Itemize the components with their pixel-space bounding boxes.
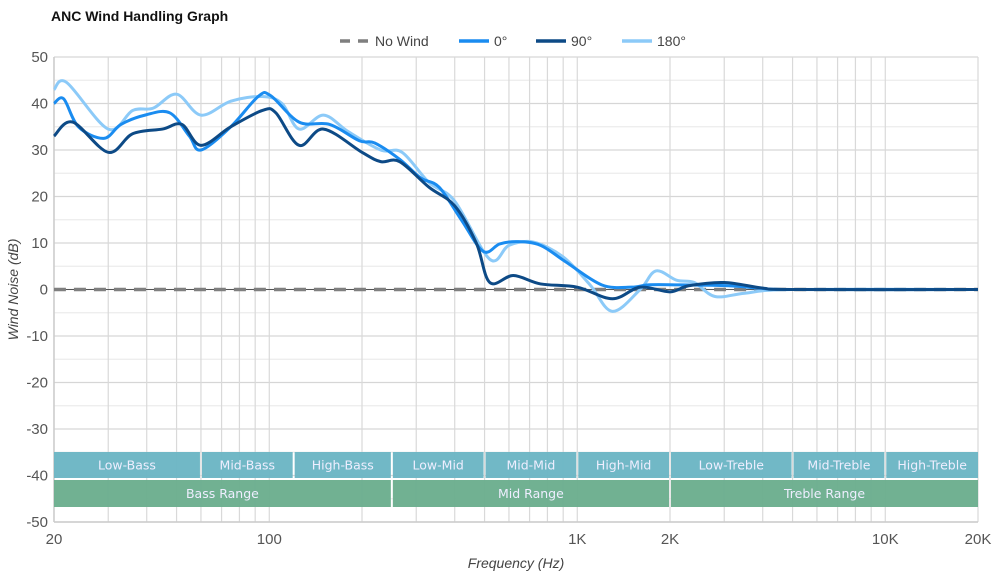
- band-high-treble: [886, 452, 978, 478]
- band-label: Mid-Treble: [807, 458, 870, 473]
- y-tick-label: 0: [40, 282, 48, 299]
- band-label: Mid-Bass: [220, 458, 276, 473]
- x-tick-label: 10K: [872, 531, 899, 548]
- band-label: Low-Treble: [699, 458, 765, 473]
- y-tick-label: 30: [31, 142, 48, 159]
- x-tick-label: 20K: [965, 531, 992, 548]
- y-tick-label: 20: [31, 189, 48, 206]
- band-label: Mid Range: [498, 486, 564, 501]
- series-line-0: [53, 91, 979, 292]
- band-label: Bass Range: [186, 486, 259, 501]
- y-tick-label: 10: [31, 235, 48, 252]
- band-label: Low-Bass: [98, 458, 156, 473]
- y-tick-label: -30: [26, 421, 48, 438]
- band-low-bass: [54, 452, 200, 478]
- y-axis-label: Wind Noise (dB): [5, 239, 21, 341]
- y-tick-label: -10: [26, 328, 48, 345]
- x-tick-label: 20: [46, 531, 63, 548]
- band-low-treble: [671, 452, 792, 478]
- series-line-90: [52, 107, 979, 301]
- y-tick-label: 50: [31, 49, 48, 66]
- band-label: High-Mid: [596, 458, 651, 473]
- y-tick-label: -40: [26, 468, 48, 485]
- x-tick-label: 2K: [661, 531, 679, 548]
- band-label: Mid-Mid: [506, 458, 555, 473]
- band-mid-treble: [793, 452, 885, 478]
- band-mid-mid: [485, 452, 577, 478]
- x-tick-label: 100: [257, 531, 282, 548]
- band-label: High-Bass: [312, 458, 374, 473]
- band-label: Low-Mid: [413, 458, 464, 473]
- band-treble-range: [671, 480, 978, 507]
- y-tick-label: -50: [26, 514, 48, 531]
- series-line-180: [52, 79, 979, 313]
- band-mid-bass: [201, 452, 293, 478]
- x-tick-label: 1K: [568, 531, 586, 548]
- legend-item: No Wind: [375, 33, 429, 49]
- band-high-bass: [294, 452, 391, 478]
- band-bass-range: [54, 480, 391, 507]
- band-label: High-Treble: [897, 458, 967, 473]
- band-low-mid: [392, 452, 484, 478]
- band-high-mid: [578, 452, 669, 478]
- band-mid-range: [392, 480, 669, 507]
- x-axis-label: Frequency (Hz): [468, 555, 564, 571]
- y-tick-label: -20: [26, 375, 48, 392]
- band-label: Treble Range: [783, 486, 865, 501]
- legend-item: 0°: [494, 33, 507, 49]
- y-tick-label: 40: [31, 96, 48, 113]
- legend-item: 90°: [571, 33, 592, 49]
- legend-item: 180°: [657, 33, 686, 49]
- chart-title: ANC Wind Handling Graph: [51, 8, 229, 24]
